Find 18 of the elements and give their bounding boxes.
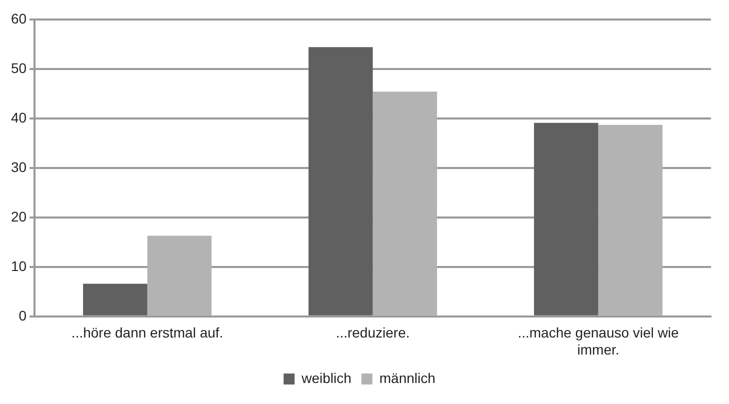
legend-label: weiblich [300, 370, 352, 386]
y-tick-label: 10 [10, 258, 27, 274]
bar [372, 92, 438, 316]
y-tick-label: 20 [10, 208, 27, 224]
bar [308, 47, 373, 316]
y-tick-label: 0 [18, 307, 27, 324]
y-tick-label: 50 [10, 60, 27, 76]
x-tick-label: ...höre dann erstmal auf. [71, 324, 224, 341]
y-tick-label: 40 [10, 109, 27, 126]
bar [598, 124, 663, 316]
bar [83, 284, 148, 316]
x-tick-label: ...mache genauso viel wie immer. [518, 324, 680, 358]
y-tick-label: 30 [10, 158, 27, 175]
legend-label: männlich [379, 370, 436, 386]
y-tick-label: 60 [10, 10, 27, 26]
bar [147, 236, 212, 316]
bar [534, 122, 598, 316]
x-tick-label: ...reduziere. [336, 324, 410, 341]
